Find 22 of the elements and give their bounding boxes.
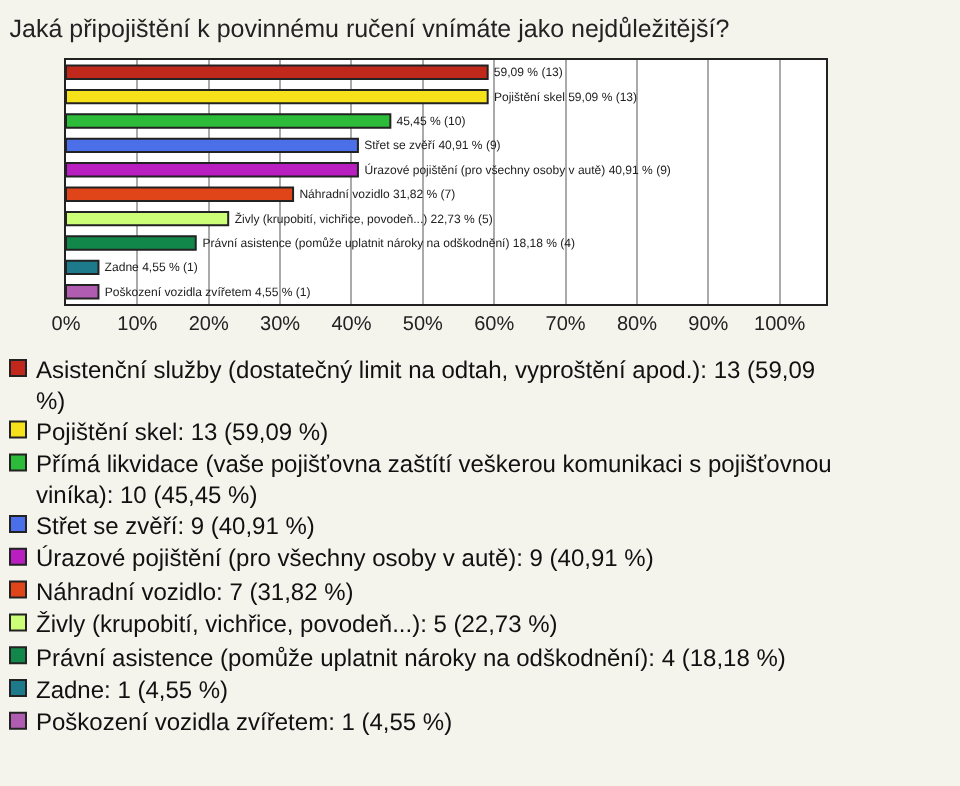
legend-label: Zadne: 1 (4,55 %) xyxy=(36,676,229,704)
x-tick-label: 10% xyxy=(117,314,158,336)
x-tick-label: 0% xyxy=(51,314,81,336)
legend-label: Asistenční služby (dostatečný limit na odtah, vyproštění apod.): 13 (59,09 %) xyxy=(36,356,816,416)
legend-label: Živly (krupobití, vichřice, povodeň...): 5 (22,73 %) xyxy=(36,610,558,638)
x-tick-label: 100% xyxy=(754,314,806,336)
legend-label: Právní asistence (pomůže uplatnit nároky na odškodnění): 4 (18,18 %) xyxy=(36,644,786,672)
legend-label: Poškození vozidla zvířetem: 1 (4,55 %) xyxy=(36,708,453,736)
x-tick-label: 50% xyxy=(402,314,444,336)
x-tick-label: 20% xyxy=(188,314,229,336)
x-tick-label: 60% xyxy=(474,314,515,336)
x-tick-label: 40% xyxy=(331,314,372,336)
chart-title: Jaká připojištění k povinnému ručení vnímáte jako nejdůležitější? xyxy=(9,15,730,44)
legend-label: Úrazové pojištění (pro všechny osoby v autě): 9 (40,91 %) xyxy=(36,544,654,572)
x-tick-label: 30% xyxy=(260,314,301,336)
x-tick-label: 70% xyxy=(545,314,586,336)
legend-label: Střet se zvěří: 9 (40,91 %) xyxy=(36,512,315,540)
x-tick-label: 90% xyxy=(688,314,729,336)
legend-label: Náhradní vozidlo: 7 (31,82 %) xyxy=(36,578,354,606)
x-tick-label: 80% xyxy=(616,314,658,336)
legend-label: Pojištění skel: 13 (59,09 %) xyxy=(36,418,329,446)
legend-label: Přímá likvidace (vaše pojišťovna zaštítí veškerou komunikaci s pojišťovnou viníka): 10 (45,45 %) xyxy=(36,450,832,510)
